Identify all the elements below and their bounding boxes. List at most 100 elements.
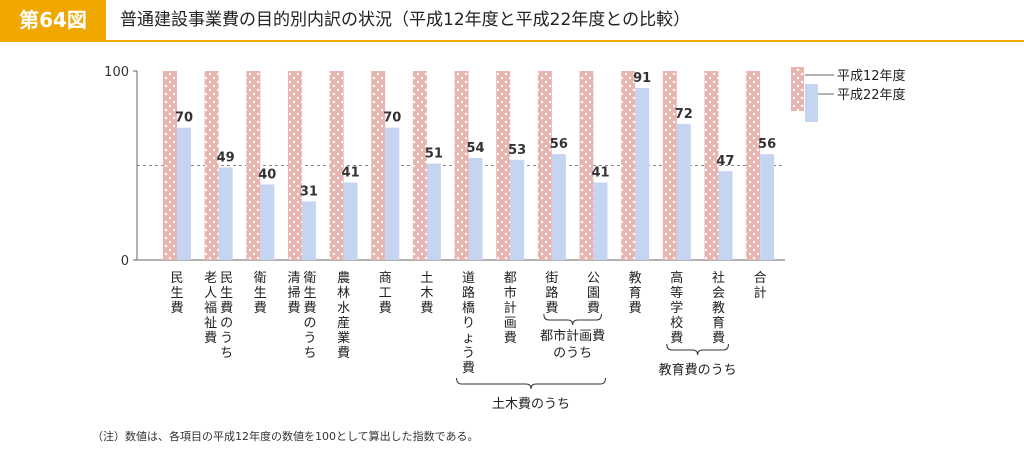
bar-h22	[218, 167, 233, 260]
data-label: 70	[175, 111, 193, 126]
category-label-char: 衛	[254, 271, 267, 286]
bar-h12	[454, 71, 469, 260]
group-label-toshi: のうち	[553, 346, 592, 361]
category-label-char: 画	[504, 316, 517, 331]
bars-layer	[163, 71, 775, 260]
category-label-char: う	[220, 331, 233, 346]
data-label: 47	[716, 154, 734, 169]
category-label-char: 費	[504, 331, 517, 346]
bar-h12	[371, 71, 386, 260]
category-label-char: 社	[712, 270, 725, 286]
category-label-char: 農	[337, 271, 350, 286]
legend-swatch-h22	[805, 84, 818, 122]
bar-h12	[704, 71, 719, 260]
bar-h22	[385, 127, 400, 260]
bar-h22	[426, 163, 441, 260]
bracket-doboku	[456, 377, 606, 390]
bar-h22	[177, 127, 191, 260]
category-label-char: 市	[504, 285, 517, 301]
data-label: 49	[217, 150, 235, 165]
bar-h12	[537, 71, 552, 260]
category-label-char: 計	[504, 300, 517, 316]
data-label: 53	[508, 143, 526, 158]
data-label: 41	[342, 166, 360, 181]
category-label-char: 費	[670, 331, 683, 346]
category-label-char: 人	[204, 286, 217, 301]
category-label-char: 福	[204, 301, 217, 316]
data-label: 56	[550, 137, 568, 152]
category-label-char: 木	[420, 286, 433, 301]
bar-h12	[621, 71, 636, 260]
bracket-toshi	[543, 313, 602, 326]
category-label-char: 民	[220, 271, 233, 286]
category-label-char: 掃	[287, 285, 300, 301]
category-label-char: 道	[462, 271, 475, 286]
bar-h22	[593, 182, 608, 260]
group-label-doboku: 土木費のうち	[492, 397, 570, 412]
category-label-char: 工	[379, 286, 392, 301]
bar-h22	[635, 88, 650, 260]
category-label-char: 水	[337, 301, 350, 316]
category-label-char: 費	[629, 301, 642, 316]
category-label-char: 費	[170, 301, 183, 316]
category-label-char: 園	[587, 286, 600, 301]
category-label-char: 費	[462, 361, 475, 376]
data-label: 91	[633, 71, 651, 86]
category-label-char: の	[303, 316, 316, 331]
category-label-char: 育	[629, 285, 642, 301]
category-label-char: 街	[545, 271, 558, 286]
bracket-kyoiku	[666, 343, 729, 356]
data-label: 51	[425, 147, 443, 162]
category-label-char: 衛	[303, 271, 316, 286]
bar-h22	[718, 171, 733, 260]
category-label-char: 会	[712, 286, 725, 301]
bar-h12	[412, 71, 427, 260]
legend-label-h12: 平成12年度	[837, 68, 906, 84]
bar-h22	[676, 123, 691, 260]
bar-h12	[204, 71, 219, 260]
bar-h22	[760, 154, 775, 260]
bar-h12	[246, 71, 261, 260]
category-label-char: 土	[420, 271, 433, 286]
bar-h22	[343, 182, 358, 260]
category-label-char: 等	[670, 285, 683, 301]
category-label-char: 費	[220, 301, 233, 316]
category-label-char: 生	[254, 286, 267, 301]
category-label-char: 教	[629, 270, 642, 286]
bar-h22	[510, 159, 525, 260]
category-label-char: う	[303, 331, 316, 346]
bar-h22	[468, 157, 483, 260]
bar-h22	[551, 154, 566, 260]
data-label: 31	[300, 184, 318, 199]
category-label-char: 教	[712, 300, 725, 316]
category-label-char: 費	[303, 301, 316, 316]
y-tick-label: 100	[104, 65, 129, 80]
title-bar: 第64図 普通建設事業費の目的別内訳の状況（平成12年度と平成22年度との比較）	[0, 0, 1024, 40]
category-label-char: 都	[504, 271, 517, 286]
bar-h12	[746, 71, 761, 260]
bar-h12	[662, 71, 677, 260]
data-label: 40	[258, 167, 276, 182]
category-label-char: 生	[170, 286, 183, 301]
category-label-char: 商	[379, 271, 392, 286]
category-label-char: 民	[170, 271, 183, 286]
category-label-char: 高	[670, 270, 683, 286]
category-label-char: 業	[337, 330, 350, 346]
chart-title: 普通建設事業費の目的別内訳の状況（平成12年度と平成22年度との比較）	[120, 10, 691, 30]
bar-h12	[329, 71, 344, 260]
category-label-char: 費	[204, 331, 217, 346]
footnote: （注）数値は、各項目の平成12年度の数値を100として算出した指数である。	[92, 430, 479, 443]
title-underline	[0, 40, 1024, 42]
category-label-char: 生	[303, 286, 316, 301]
bar-h22	[301, 201, 316, 260]
category-label-char: 計	[754, 285, 767, 301]
category-label-char: 祉	[204, 316, 217, 331]
category-label-char: り	[462, 316, 475, 331]
category-label-char: う	[462, 346, 475, 361]
bar-h12	[579, 71, 594, 260]
category-label-char: 公	[587, 271, 600, 286]
category-label-char: 路	[545, 285, 558, 301]
